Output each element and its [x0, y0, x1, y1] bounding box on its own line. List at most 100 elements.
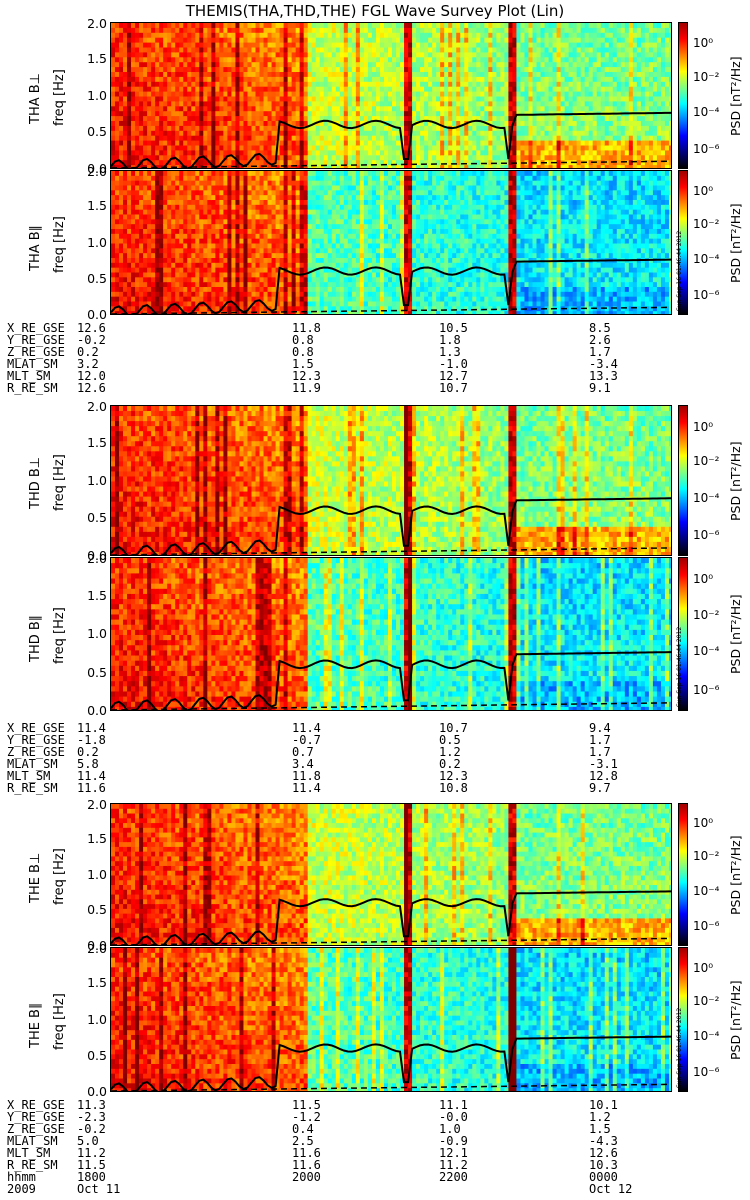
- heatmap-cell: [323, 67, 329, 73]
- heatmap-cell: [396, 52, 401, 58]
- heatmap-cell: [335, 125, 341, 132]
- heatmap-cell: [488, 76, 493, 83]
- heatmap-cell: [343, 116, 349, 122]
- heatmap-cell: [155, 135, 160, 142]
- heatmap-cell: [355, 32, 361, 39]
- heatmap-cell: [440, 145, 445, 151]
- heatmap-cell: [251, 37, 257, 44]
- heatmap-cell: [131, 253, 136, 259]
- heatmap-cell: [279, 62, 285, 68]
- heatmap-cell: [367, 57, 373, 63]
- heatmap-cell: [516, 145, 522, 151]
- heatmap-cell: [660, 27, 666, 34]
- heatmap-cell: [127, 180, 132, 187]
- heatmap-cell: [175, 62, 180, 68]
- heatmap-cell: [315, 125, 321, 132]
- heatmap-cell: [111, 195, 116, 201]
- heatmap-cell: [568, 32, 574, 39]
- heatmap-cell: [488, 27, 493, 34]
- heatmap-cell: [476, 140, 481, 147]
- heatmap-cell: [231, 145, 237, 151]
- heatmap-cell: [239, 52, 245, 58]
- heatmap-cell: [624, 135, 630, 142]
- heatmap-cell: [127, 200, 132, 206]
- heatmap-cell: [468, 67, 473, 73]
- heatmap-cell: [576, 32, 582, 39]
- heatmap-cell: [195, 37, 200, 44]
- heatmap-cell: [175, 42, 180, 49]
- heatmap-cell: [131, 195, 136, 201]
- heatmap-cell: [207, 130, 212, 137]
- heatmap-cell: [203, 160, 208, 166]
- heatmap-cell: [239, 62, 245, 68]
- heatmap-cell: [424, 27, 429, 34]
- heatmap-cell: [163, 47, 168, 53]
- heatmap-cell: [295, 27, 301, 34]
- heatmap-cell: [628, 47, 634, 53]
- heatmap-cell: [484, 32, 489, 39]
- heatmap-cell: [295, 140, 301, 147]
- heatmap-cell: [147, 116, 152, 122]
- heatmap-cell: [171, 243, 176, 249]
- heatmap-cell: [532, 81, 538, 88]
- heatmap-cell: [339, 135, 345, 142]
- heatmap-cell: [492, 42, 497, 49]
- heatmap-cell: [119, 262, 124, 269]
- heatmap-cell: [111, 209, 116, 216]
- heatmap-cell: [147, 52, 152, 58]
- heatmap-cell: [119, 219, 124, 225]
- heatmap-cell: [572, 62, 578, 68]
- heatmap-cell: [155, 311, 160, 314]
- heatmap-cell: [295, 145, 301, 151]
- heatmap-cell: [584, 72, 590, 78]
- heatmap-cell: [536, 96, 542, 102]
- heatmap-cell: [319, 165, 325, 168]
- heatmap-cell: [375, 125, 381, 132]
- heatmap-cell: [375, 67, 381, 73]
- heatmap-cell: [119, 248, 124, 254]
- heatmap-cell: [115, 23, 120, 29]
- heatmap-cell: [215, 81, 220, 88]
- heatmap-cell: [428, 121, 433, 127]
- heatmap-cell: [600, 140, 606, 147]
- heatmap-cell: [608, 121, 614, 127]
- heatmap-cell: [347, 165, 353, 168]
- heatmap-cell: [171, 277, 176, 283]
- heatmap-cell: [544, 57, 550, 63]
- heatmap-cell: [115, 42, 120, 49]
- heatmap-cell: [396, 42, 401, 49]
- heatmap-cell: [203, 287, 208, 293]
- heatmap-cell: [379, 101, 385, 107]
- heatmap-cell: [299, 57, 305, 63]
- heatmap-cell: [179, 253, 184, 259]
- heatmap-cell: [428, 27, 433, 34]
- heatmap-cell: [331, 155, 337, 161]
- heatmap-cell: [327, 81, 333, 88]
- heatmap-cell: [203, 27, 208, 34]
- heatmap-cell: [568, 130, 574, 137]
- heatmap-cell: [147, 204, 152, 211]
- heatmap-cell: [303, 106, 309, 112]
- heatmap-cell: [231, 86, 237, 93]
- heatmap-cell: [287, 37, 293, 44]
- heatmap-cell: [151, 306, 156, 312]
- heatmap-cell: [544, 135, 550, 142]
- heatmap-cell: [191, 72, 196, 78]
- heatmap-cell: [255, 47, 261, 53]
- heatmap-cell: [231, 106, 237, 112]
- heatmap-cell: [532, 106, 538, 112]
- heatmap-cell: [271, 130, 277, 137]
- heatmap-cell: [131, 306, 136, 312]
- heatmap-cell: [319, 23, 325, 29]
- heatmap-cell: [167, 130, 172, 137]
- heatmap-cell: [568, 155, 574, 161]
- heatmap-cell: [652, 125, 658, 132]
- heatmap-cell: [504, 47, 510, 53]
- heatmap-cell: [359, 81, 365, 88]
- heatmap-cell: [307, 96, 313, 102]
- heatmap-cell: [187, 253, 192, 259]
- heatmap-cell: [392, 145, 397, 151]
- heatmap-cell: [424, 23, 429, 29]
- heatmap-cell: [556, 135, 562, 142]
- heatmap-cell: [299, 145, 305, 151]
